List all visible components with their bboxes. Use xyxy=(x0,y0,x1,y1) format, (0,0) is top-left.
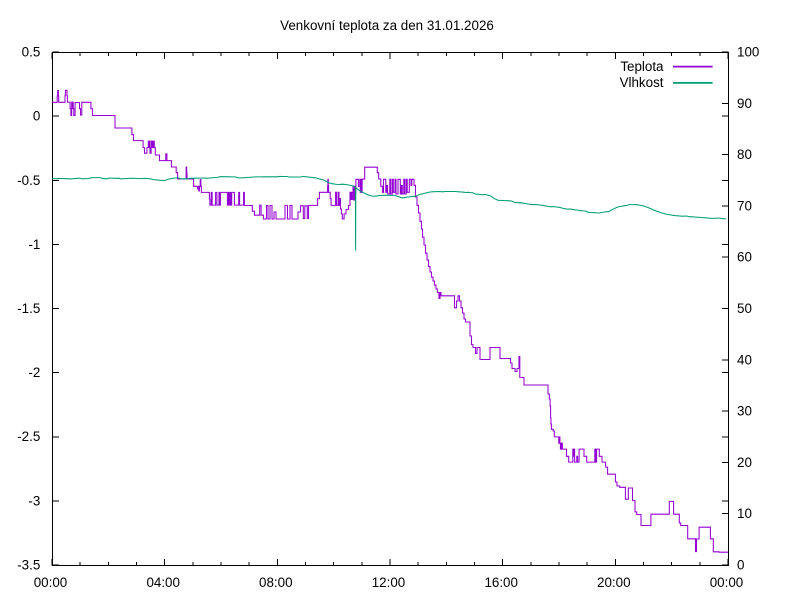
svg-text:60: 60 xyxy=(737,250,752,265)
svg-text:16:00: 16:00 xyxy=(484,575,518,590)
svg-text:Teplota: Teplota xyxy=(620,59,664,74)
svg-text:-2.5: -2.5 xyxy=(17,429,40,444)
svg-text:100: 100 xyxy=(737,45,759,60)
svg-text:12:00: 12:00 xyxy=(372,575,406,590)
svg-text:08:00: 08:00 xyxy=(259,575,293,590)
svg-text:30: 30 xyxy=(737,404,752,419)
svg-text:70: 70 xyxy=(737,198,752,213)
svg-text:00:00: 00:00 xyxy=(710,575,744,590)
svg-text:10: 10 xyxy=(737,506,752,521)
svg-text:-3.5: -3.5 xyxy=(17,558,40,573)
svg-text:90: 90 xyxy=(737,96,752,111)
svg-text:0: 0 xyxy=(737,558,744,573)
svg-text:-1: -1 xyxy=(28,237,40,252)
svg-text:-3: -3 xyxy=(28,493,40,508)
svg-text:-1.5: -1.5 xyxy=(17,301,40,316)
svg-text:20: 20 xyxy=(737,455,752,470)
svg-text:50: 50 xyxy=(737,301,752,316)
svg-text:0.5: 0.5 xyxy=(22,45,41,60)
svg-text:20:00: 20:00 xyxy=(597,575,631,590)
svg-text:40: 40 xyxy=(737,352,752,367)
svg-text:Venkovní teplota za den 31.01.: Venkovní teplota za den 31.01.2026 xyxy=(280,18,494,33)
svg-text:80: 80 xyxy=(737,147,752,162)
svg-text:-0.5: -0.5 xyxy=(17,173,40,188)
svg-text:00:00: 00:00 xyxy=(34,575,68,590)
svg-text:04:00: 04:00 xyxy=(146,575,180,590)
svg-text:-2: -2 xyxy=(28,365,40,380)
svg-text:0: 0 xyxy=(33,109,40,124)
svg-text:Vlhkost: Vlhkost xyxy=(620,75,664,90)
